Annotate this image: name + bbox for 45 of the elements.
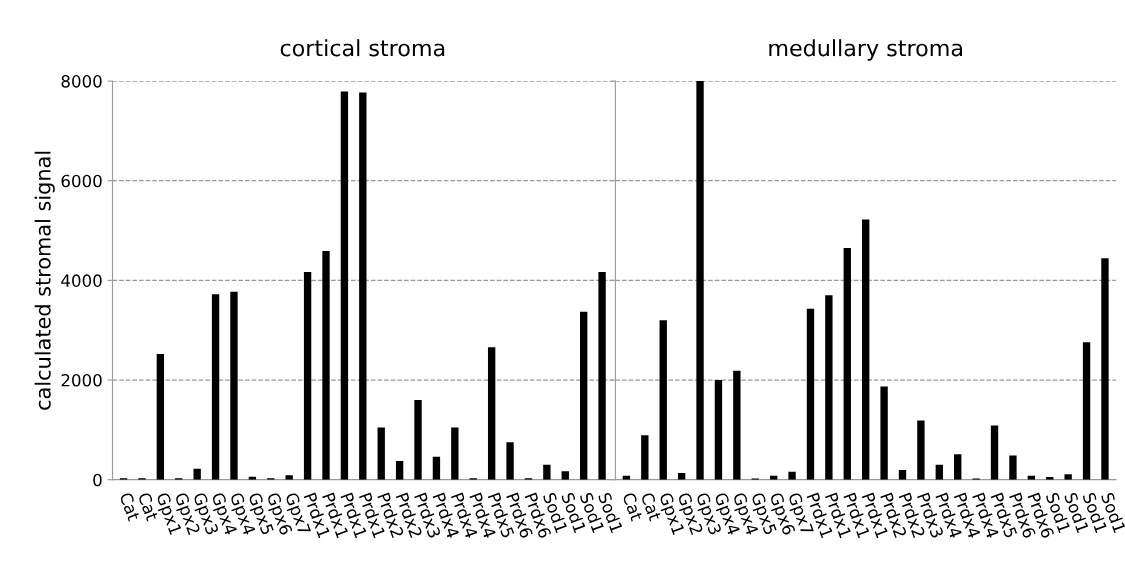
bar (598, 271, 606, 480)
bar (1064, 474, 1072, 480)
bar (303, 271, 312, 480)
bar (395, 460, 404, 480)
bar (1101, 258, 1109, 480)
bar (641, 435, 649, 480)
bar (211, 294, 220, 480)
y-tick-label: 8000 (61, 75, 102, 88)
y-tick-label: 6000 (61, 174, 102, 188)
bar (543, 464, 551, 480)
bar (1082, 342, 1091, 480)
bar (561, 471, 569, 480)
bar (806, 308, 815, 480)
bar (862, 219, 870, 480)
bar (230, 291, 238, 480)
bar (359, 92, 367, 480)
bar (917, 420, 925, 480)
bar (1009, 455, 1017, 480)
bar (954, 454, 962, 480)
bar (659, 320, 667, 480)
bar (340, 91, 349, 480)
y-tick-label: 2000 (61, 373, 102, 387)
bar (990, 425, 999, 480)
bar (880, 386, 888, 480)
y-tick-label: 4000 (61, 274, 102, 287)
bar (487, 347, 496, 480)
bar (696, 81, 704, 480)
bar (825, 295, 833, 480)
bar (156, 354, 165, 480)
bar (788, 471, 796, 480)
bar (377, 427, 385, 480)
bar (506, 442, 514, 480)
bar (322, 250, 330, 480)
y-axis-title: calculated stromal signal (34, 151, 55, 410)
bar (414, 399, 422, 480)
chart-title: medullary stroma (769, 39, 962, 61)
bar (451, 427, 459, 480)
bar (580, 311, 588, 480)
bar (193, 468, 201, 480)
bar (714, 380, 723, 480)
bar (733, 370, 741, 480)
chart-title: cortical stroma (280, 39, 445, 57)
bar (432, 456, 441, 480)
y-tick-label: 0 (93, 473, 102, 487)
bar (843, 247, 851, 480)
